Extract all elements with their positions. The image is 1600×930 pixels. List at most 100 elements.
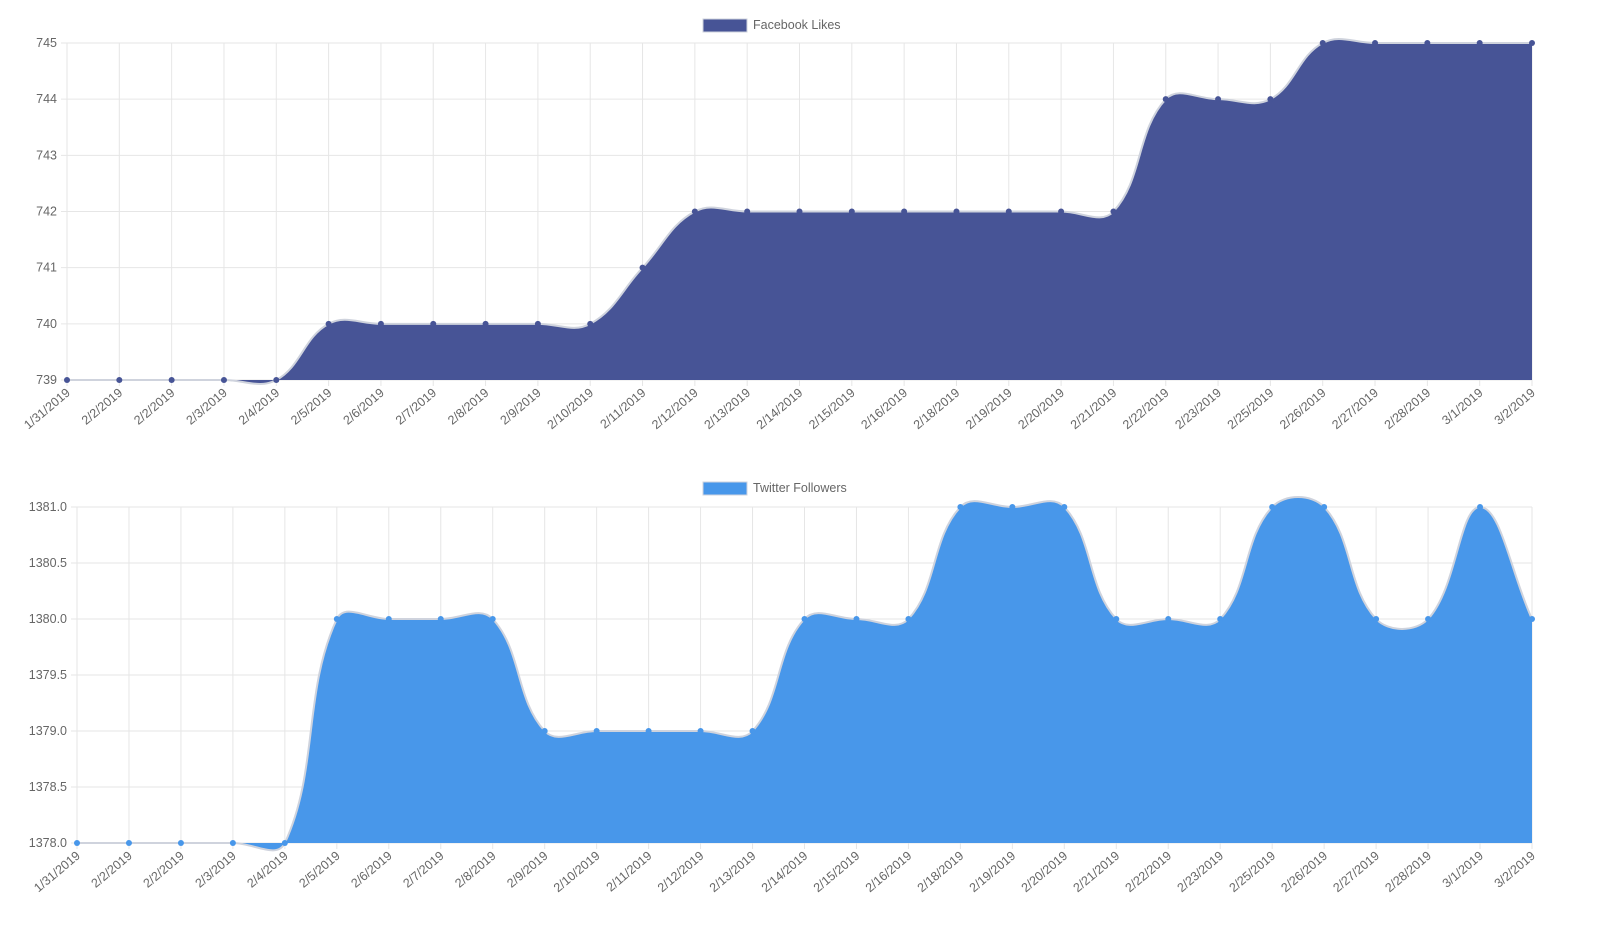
legend-swatch — [702, 18, 748, 33]
data-point — [333, 616, 340, 622]
x-tick-label: 2/20/2019 — [1019, 849, 1071, 896]
x-tick-label: 2/12/2019 — [649, 386, 701, 433]
y-tick-label: 740 — [36, 317, 57, 331]
x-tick-label: 2/9/2019 — [504, 849, 550, 891]
y-tick-label: 739 — [36, 373, 57, 387]
data-point — [1319, 40, 1326, 46]
x-tick-label: 2/10/2019 — [551, 849, 603, 896]
data-point — [325, 320, 332, 327]
data-point — [1165, 616, 1172, 622]
data-point — [1009, 504, 1016, 510]
x-tick-label: 1/31/2019 — [21, 386, 73, 433]
x-tick-label: 2/8/2019 — [445, 386, 491, 428]
data-point — [437, 616, 444, 622]
data-point — [1321, 504, 1328, 510]
data-point — [482, 320, 489, 327]
data-point — [1061, 504, 1068, 510]
data-point — [645, 728, 652, 734]
data-point — [229, 840, 236, 846]
y-tick-label: 1379.0 — [29, 724, 67, 738]
data-point — [1005, 208, 1012, 215]
y-tick-label: 1380.5 — [29, 556, 67, 570]
data-point — [220, 377, 227, 383]
data-point — [489, 616, 496, 622]
x-tick-label: 2/18/2019 — [911, 386, 963, 433]
x-tick-label: 2/14/2019 — [754, 386, 806, 433]
x-tick-label: 2/28/2019 — [1382, 849, 1434, 896]
x-tick-label: 2/3/2019 — [184, 386, 230, 428]
x-tick-label: 2/27/2019 — [1330, 849, 1382, 896]
y-tick-label: 741 — [36, 261, 57, 275]
data-point — [587, 320, 594, 327]
data-point — [1476, 40, 1483, 46]
x-tick-label: 2/2/2019 — [79, 386, 125, 428]
data-point — [953, 208, 960, 215]
x-tick-label: 2/4/2019 — [245, 849, 291, 891]
data-point — [697, 728, 704, 734]
x-tick-label: 2/3/2019 — [193, 849, 239, 891]
x-tick-label: 2/5/2019 — [288, 386, 334, 428]
data-point — [1424, 40, 1431, 46]
data-point — [1269, 504, 1276, 510]
x-tick-label: 2/5/2019 — [296, 849, 342, 891]
data-point — [1113, 616, 1120, 622]
data-point — [905, 616, 912, 622]
x-tick-label: 2/6/2019 — [341, 386, 387, 428]
x-tick-label: 2/6/2019 — [348, 849, 394, 891]
x-tick-label: 3/2/2019 — [1492, 386, 1538, 428]
x-tick-label: 2/26/2019 — [1277, 386, 1329, 433]
x-tick-label: 2/14/2019 — [759, 849, 811, 896]
y-tick-label: 1380.0 — [29, 612, 67, 626]
x-tick-label: 2/13/2019 — [707, 849, 759, 896]
data-point — [796, 208, 803, 215]
data-point — [377, 320, 384, 327]
data-point — [691, 208, 698, 215]
data-point — [1162, 96, 1169, 103]
data-point — [116, 377, 123, 383]
x-tick-label: 2/21/2019 — [1071, 849, 1123, 896]
data-point — [541, 728, 548, 734]
x-tick-label: 2/9/2019 — [498, 386, 544, 428]
x-tick-label: 2/28/2019 — [1382, 386, 1434, 433]
data-point — [744, 208, 751, 215]
data-point — [1477, 504, 1484, 510]
data-point — [1267, 96, 1274, 103]
chart-1: 1378.0 1378.5 1379.0 1379.5 1380.0 1380.5 1381… — [29, 481, 1538, 895]
data-point — [64, 377, 70, 383]
data-point — [125, 840, 132, 846]
x-tick-label: 3/2/2019 — [1492, 849, 1538, 891]
x-tick-label: 2/25/2019 — [1225, 386, 1277, 433]
data-point — [273, 377, 280, 383]
data-point — [957, 504, 964, 510]
series-area — [77, 497, 1532, 851]
y-tick-label: 744 — [36, 92, 57, 106]
data-point — [281, 840, 288, 846]
x-tick-label: 2/10/2019 — [545, 386, 597, 433]
data-point — [853, 616, 860, 622]
data-point — [1425, 616, 1432, 622]
x-tick-label: 2/7/2019 — [400, 849, 446, 891]
data-point — [1373, 616, 1380, 622]
x-tick-label: 2/11/2019 — [604, 849, 655, 895]
y-tick-label: 745 — [36, 36, 57, 50]
y-tick-label: 1379.5 — [29, 668, 67, 682]
x-tick-label: 2/19/2019 — [967, 849, 1019, 896]
data-point — [639, 264, 646, 271]
x-tick-label: 1/31/2019 — [31, 849, 83, 896]
legend-swatch — [702, 481, 748, 496]
data-point — [1058, 208, 1065, 215]
x-tick-label: 2/21/2019 — [1068, 386, 1120, 433]
x-tick-label: 2/12/2019 — [655, 849, 707, 896]
y-tick-label: 1378.5 — [29, 780, 67, 794]
data-point — [801, 616, 808, 622]
legend-label: Twitter Followers — [753, 481, 847, 495]
data-point — [1372, 40, 1379, 46]
x-tick-label: 3/1/2019 — [1439, 386, 1485, 428]
data-point — [1217, 616, 1224, 622]
x-tick-label: 2/25/2019 — [1227, 849, 1279, 896]
x-tick-label: 2/8/2019 — [452, 849, 498, 891]
data-point — [385, 616, 392, 622]
y-tick-label: 1381.0 — [29, 500, 67, 514]
x-tick-label: 2/23/2019 — [1175, 849, 1227, 896]
